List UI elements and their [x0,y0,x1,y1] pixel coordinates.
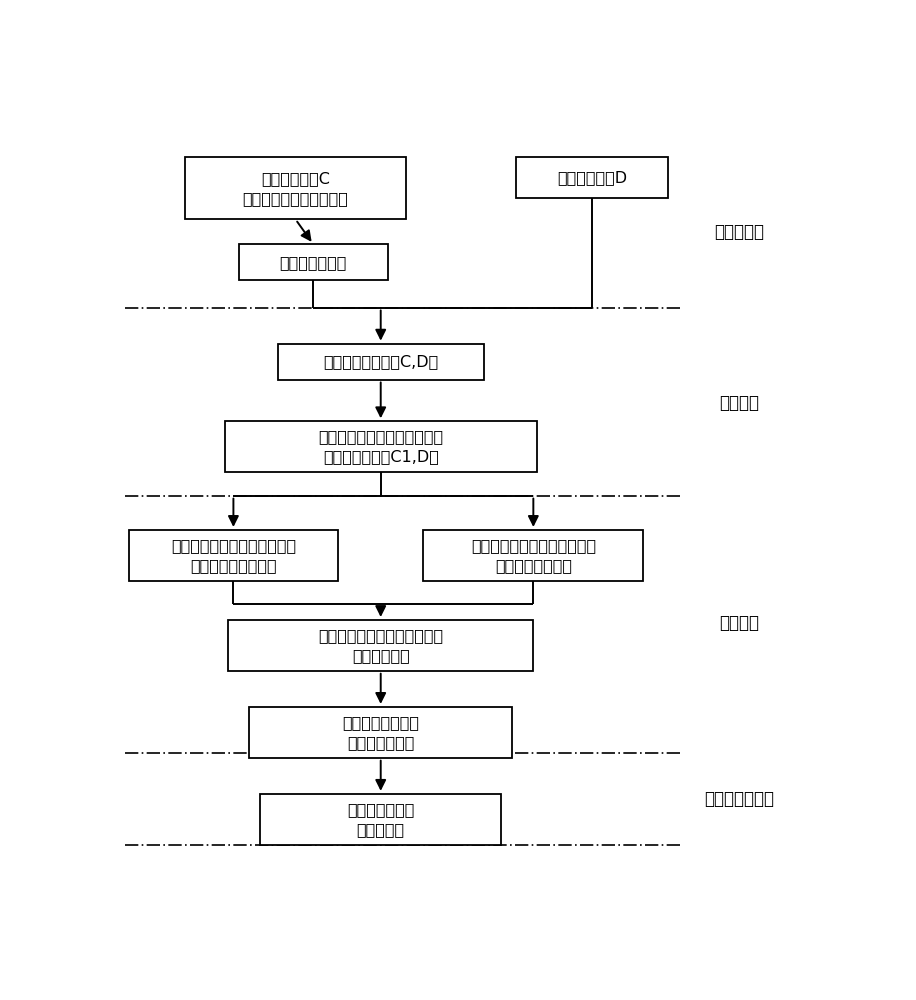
FancyBboxPatch shape [516,157,668,198]
Text: 属性约简: 属性约简 [719,394,759,412]
Text: 输入样本数据进行属性约简得
到约简决策表（C1,D）: 输入样本数据进行属性约简得 到约简决策表（C1,D） [318,429,443,464]
FancyBboxPatch shape [185,157,406,219]
FancyBboxPatch shape [228,620,533,671]
Text: 确定故障类型D: 确定故障类型D [557,170,627,185]
FancyBboxPatch shape [224,421,537,472]
FancyBboxPatch shape [239,244,387,280]
Text: 确定特征属性C
（包括连续型与离散型）: 确定特征属性C （包括连续型与离散型） [243,171,348,206]
Text: 基于信息增益选择节点建立决
策树提取诊断规则: 基于信息增益选择节点建立决 策树提取诊断规则 [471,538,596,573]
Text: 确定诊断规则库: 确定诊断规则库 [704,790,774,808]
FancyBboxPatch shape [128,530,338,581]
Text: 连续属性离散化: 连续属性离散化 [279,255,347,270]
Text: 输入测试数据分别
计算诊断准确率: 输入测试数据分别 计算诊断准确率 [343,715,420,750]
Text: 基于信息增益率选择节点建立
决策树提取诊断规则: 基于信息增益率选择节点建立 决策树提取诊断规则 [171,538,296,573]
Text: 数据预处理: 数据预处理 [714,223,764,241]
FancyBboxPatch shape [278,344,484,380]
Text: 建立原始决策表（C,D）: 建立原始决策表（C,D） [323,354,439,369]
Text: 规则提取: 规则提取 [719,614,759,632]
Text: 利用提取到的诊断规则分别建
立诊断知识库: 利用提取到的诊断规则分别建 立诊断知识库 [318,628,443,663]
FancyBboxPatch shape [423,530,643,581]
FancyBboxPatch shape [249,707,512,758]
Text: 保留准确率高的
诊断规则库: 保留准确率高的 诊断规则库 [347,802,414,837]
FancyBboxPatch shape [260,794,501,845]
